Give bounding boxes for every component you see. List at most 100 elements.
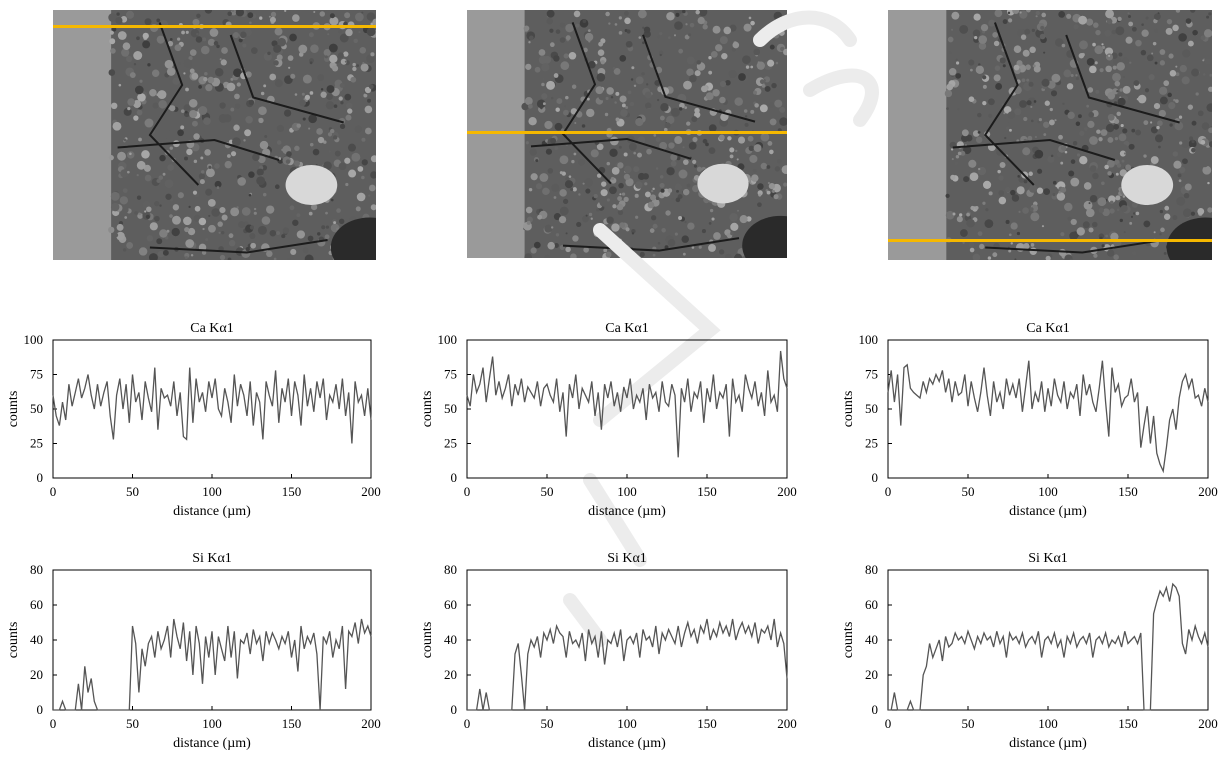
x-tick-label: 150	[697, 484, 717, 499]
chart-title: Si Kα1	[192, 551, 232, 566]
y-tick-label: 40	[865, 632, 878, 647]
scan-line-left	[53, 25, 376, 28]
x-tick-label: 50	[962, 484, 975, 499]
y-axis-label: counts	[841, 622, 856, 659]
x-tick-label: 100	[617, 484, 637, 499]
y-tick-label: 100	[24, 332, 44, 347]
chart-4: Si Kα1 0 50 100 150 200 0 20 40 60 80 distance (µm)…	[6, 551, 381, 751]
y-tick-label: 0	[872, 470, 879, 485]
x-tick-label: 0	[885, 484, 892, 499]
x-tick-label: 100	[1038, 716, 1058, 731]
x-tick-label: 200	[361, 716, 381, 731]
y-tick-label: 60	[865, 597, 878, 612]
x-tick-label: 150	[282, 484, 302, 499]
series-line	[466, 350, 788, 458]
y-tick-label: 0	[451, 470, 458, 485]
y-tick-label: 0	[451, 702, 458, 717]
plot-frame	[466, 339, 788, 479]
x-tick-label: 150	[282, 716, 302, 731]
y-tick-label: 25	[30, 436, 43, 451]
chart-2: Ca Kα1 0 50 100 150 200 0 25 50 75 100 distance (µm…	[420, 321, 797, 519]
series-line	[53, 618, 372, 711]
chart-5: Si Kα1 0 50 100 150 200 0 20 40 60 80 distance (µm)…	[420, 551, 797, 751]
y-tick-label: 50	[865, 401, 878, 416]
x-tick-label: 50	[126, 484, 139, 499]
y-axis-label: counts	[6, 622, 21, 659]
x-tick-label: 150	[1118, 716, 1138, 731]
chart-3: Ca Kα1 0 50 100 150 200 0 25 50 75 100 distance (µm…	[841, 321, 1218, 519]
sem-micrograph-left	[53, 10, 376, 260]
y-tick-label: 100	[438, 332, 458, 347]
x-tick-label: 200	[1198, 484, 1218, 499]
y-tick-label: 20	[865, 667, 878, 682]
y-tick-label: 25	[444, 436, 457, 451]
series-line	[887, 360, 1209, 474]
series-line	[888, 582, 1209, 711]
x-tick-label: 100	[202, 716, 222, 731]
chart-title: Si Kα1	[1028, 551, 1068, 566]
chart-title: Ca Kα1	[190, 321, 234, 336]
y-tick-label: 20	[30, 667, 43, 682]
y-tick-label: 20	[444, 667, 457, 682]
y-tick-label: 80	[30, 562, 43, 577]
x-tick-label: 0	[885, 716, 892, 731]
y-tick-label: 75	[30, 367, 43, 382]
scan-line-right	[888, 239, 1212, 242]
x-tick-label: 0	[464, 484, 471, 499]
x-axis-label: distance (µm)	[173, 504, 251, 519]
y-axis-label: counts	[420, 622, 435, 659]
x-tick-label: 50	[962, 716, 975, 731]
chart-title: Ca Kα1	[1026, 321, 1070, 336]
series-line	[467, 618, 788, 711]
y-tick-label: 0	[872, 702, 879, 717]
chart-title: Si Kα1	[607, 551, 647, 566]
x-tick-label: 0	[464, 716, 471, 731]
x-axis-label: distance (µm)	[173, 736, 251, 751]
plot-frame	[887, 339, 1209, 479]
plot-frame	[52, 339, 372, 479]
x-tick-label: 50	[541, 716, 554, 731]
x-tick-label: 50	[126, 716, 139, 731]
y-tick-label: 60	[444, 597, 457, 612]
x-axis-label: distance (µm)	[588, 504, 666, 519]
y-tick-label: 40	[30, 632, 43, 647]
sem-micrograph-right	[888, 10, 1212, 260]
x-tick-label: 100	[202, 484, 222, 499]
x-tick-label: 100	[617, 716, 637, 731]
y-tick-label: 60	[30, 597, 43, 612]
y-tick-label: 25	[865, 436, 878, 451]
x-axis-label: distance (µm)	[588, 736, 666, 751]
scan-line-center	[467, 131, 787, 134]
y-tick-label: 0	[37, 702, 44, 717]
y-axis-label: counts	[841, 391, 856, 428]
x-axis-label: distance (µm)	[1009, 736, 1087, 751]
y-tick-label: 80	[865, 562, 878, 577]
sem-micrograph-center	[467, 10, 787, 258]
x-tick-label: 0	[50, 484, 57, 499]
series-line	[52, 367, 372, 444]
x-tick-label: 100	[1038, 484, 1058, 499]
x-axis-label: distance (µm)	[1009, 504, 1087, 519]
y-tick-label: 100	[859, 332, 879, 347]
chart-1: Ca Kα1 0 50 100 150 200 0 25 50 75 100 distance (µm…	[6, 321, 381, 519]
chart-6: Si Kα1 0 50 100 150 200 0 20 40 60 80 distance (µm)…	[841, 551, 1218, 751]
x-tick-label: 200	[1198, 716, 1218, 731]
x-tick-label: 200	[361, 484, 381, 499]
x-tick-label: 50	[541, 484, 554, 499]
y-tick-label: 75	[444, 367, 457, 382]
y-tick-label: 50	[444, 401, 457, 416]
x-tick-label: 150	[1118, 484, 1138, 499]
y-axis-label: counts	[6, 391, 21, 428]
y-tick-label: 75	[865, 367, 878, 382]
y-tick-label: 50	[30, 401, 43, 416]
chart-title: Ca Kα1	[605, 321, 649, 336]
y-tick-label: 0	[37, 470, 44, 485]
x-tick-label: 200	[777, 716, 797, 731]
y-tick-label: 80	[444, 562, 457, 577]
x-tick-label: 150	[697, 716, 717, 731]
x-tick-label: 200	[777, 484, 797, 499]
x-tick-label: 0	[50, 716, 57, 731]
y-axis-label: counts	[420, 391, 435, 428]
y-tick-label: 40	[444, 632, 457, 647]
